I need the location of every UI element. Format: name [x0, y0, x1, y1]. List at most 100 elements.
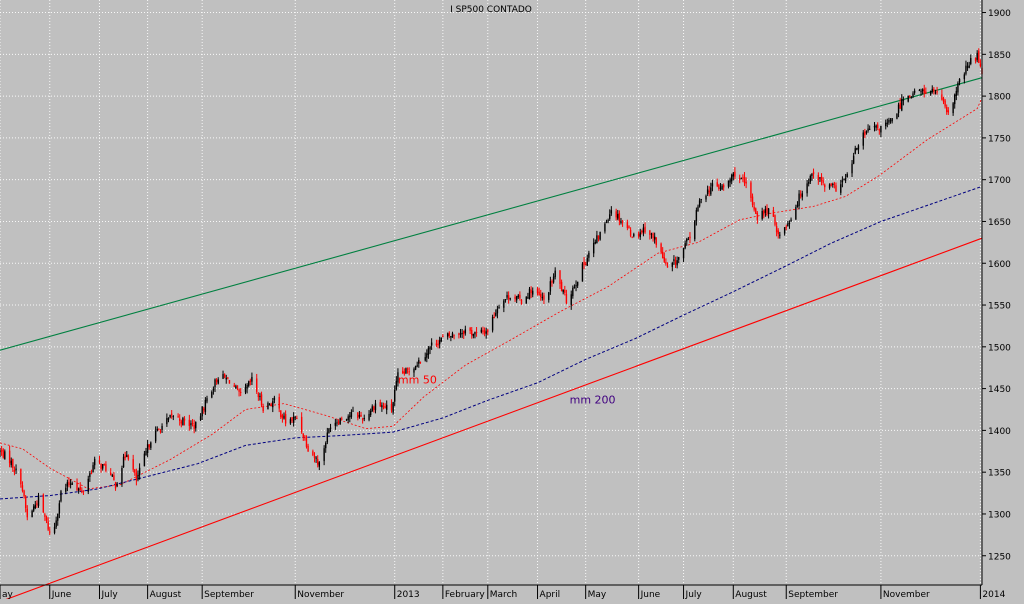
candle-up [503, 299, 505, 313]
candle-body [783, 227, 786, 234]
candle-body [846, 174, 848, 178]
candle-body [697, 206, 699, 211]
candle-body [204, 399, 207, 412]
candle-down [674, 256, 677, 269]
candle-body [559, 270, 561, 284]
candle-down [8, 445, 11, 468]
candle-body [739, 178, 741, 180]
candle-up [323, 445, 325, 466]
candle-down [270, 402, 272, 407]
candle-body [305, 438, 308, 447]
candle-down [442, 334, 444, 338]
candle-body [629, 229, 632, 236]
candle-up [596, 230, 598, 244]
candle-body [515, 296, 518, 301]
candle-up [761, 207, 763, 221]
candle-down [942, 96, 945, 105]
candle-down [82, 490, 85, 496]
candle-body [530, 289, 532, 294]
candle-up [732, 171, 734, 181]
candle-down [113, 471, 115, 481]
candle-body [730, 175, 733, 182]
candle-down [471, 327, 473, 339]
candle-body [424, 357, 426, 361]
candle-body [12, 458, 14, 469]
x-tick-label: August [735, 590, 767, 599]
candle-down [641, 229, 643, 235]
candle-body [191, 422, 194, 424]
candle-body [334, 422, 337, 426]
candle-up [721, 184, 723, 191]
candle-body [363, 418, 365, 420]
candle-down [820, 173, 823, 186]
candle-body [326, 432, 329, 443]
candle-body [551, 281, 553, 283]
candle-down [933, 87, 935, 95]
x-tick-label: June [640, 590, 661, 599]
candle-up [57, 513, 59, 526]
candle-up [957, 81, 959, 96]
candle-body [418, 359, 420, 364]
candle-body [686, 239, 688, 242]
candle-body [337, 421, 340, 424]
candle-body [239, 391, 242, 394]
candle-body [31, 510, 33, 517]
candle-body [652, 233, 654, 238]
candle-down [238, 388, 240, 397]
candle-body [665, 262, 667, 264]
candle-body [617, 213, 619, 219]
candle-body [811, 173, 813, 177]
candle-up [246, 383, 248, 394]
candle-down [317, 455, 319, 468]
candle-body [978, 50, 980, 63]
y-tick-label: 1350 [988, 469, 1011, 479]
candle-up [190, 420, 192, 430]
candle-body [565, 294, 568, 304]
candle-body [438, 340, 441, 345]
candle-body [368, 413, 370, 420]
candle-down [739, 174, 741, 184]
candle-up [225, 374, 227, 384]
candle-body [777, 230, 779, 235]
candle-body [891, 118, 893, 122]
candle-body [101, 464, 104, 469]
candle-down [644, 222, 646, 234]
y-tick-label: 1250 [988, 552, 1011, 562]
candle-down [103, 463, 105, 466]
candle-body [958, 78, 961, 83]
candle-down [751, 193, 754, 208]
candle-up [69, 479, 72, 489]
candle-up [966, 62, 969, 71]
candle-down [68, 477, 70, 488]
candle-down [718, 183, 720, 191]
candle-body [201, 406, 203, 417]
candle-body [576, 281, 579, 286]
candle-body [406, 368, 409, 370]
candle-up [929, 90, 932, 96]
candle-up [617, 209, 619, 221]
x-tick-label: June [51, 590, 72, 599]
candle-up [642, 223, 645, 237]
candle-down [170, 410, 173, 419]
candle-up [857, 144, 860, 155]
candle-up [427, 346, 430, 359]
candle-down [663, 252, 665, 264]
candle-up [363, 414, 365, 422]
candle-down [974, 57, 977, 64]
candle-body [268, 404, 271, 406]
candle-body [413, 368, 415, 373]
candle-body [514, 296, 516, 299]
candle-down [923, 84, 925, 98]
y-tick-label: 1850 [988, 51, 1011, 61]
candle-body [172, 416, 174, 418]
candle-body [682, 247, 685, 259]
candle-body [146, 444, 149, 454]
candle-body [592, 242, 595, 254]
candle-body [480, 329, 483, 333]
candle-down [536, 287, 539, 296]
candle-up [495, 309, 497, 317]
candle-down [191, 419, 194, 427]
candle-body [42, 494, 45, 513]
candle-body [450, 335, 452, 338]
candle-body [663, 257, 665, 262]
